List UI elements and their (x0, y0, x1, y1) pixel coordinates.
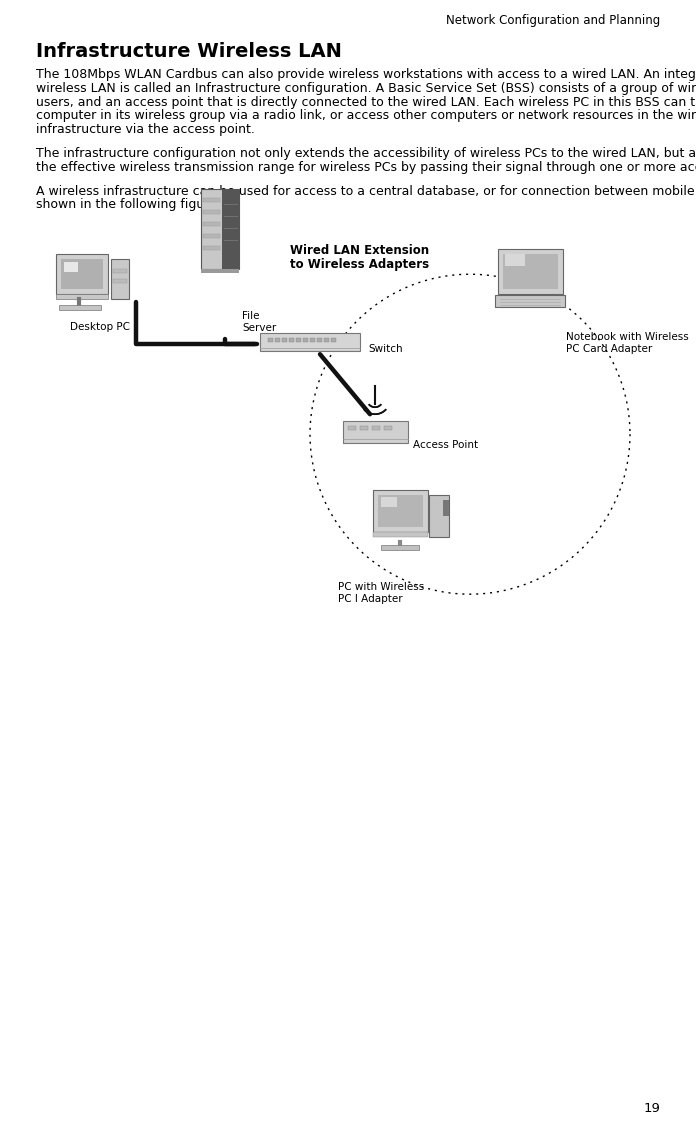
Bar (59, 305, 101, 310)
Bar (296, 338, 301, 343)
Text: the effective wireless transmission range for wireless PCs by passing their sign: the effective wireless transmission rang… (36, 161, 696, 174)
Text: PC I Adapter: PC I Adapter (338, 594, 402, 604)
Bar (348, 426, 356, 430)
Bar (381, 545, 419, 550)
Bar (113, 279, 127, 283)
Bar (203, 222, 220, 226)
Bar (503, 254, 558, 290)
Text: Notebook with Wireless: Notebook with Wireless (566, 333, 689, 343)
Bar (203, 198, 220, 202)
Bar (282, 338, 287, 343)
Bar (111, 259, 129, 300)
Bar (373, 533, 428, 537)
Bar (61, 259, 103, 290)
Text: The 108Mbps WLAN Cardbus can also provide wireless workstations with access to a: The 108Mbps WLAN Cardbus can also provid… (36, 68, 696, 81)
Text: users, and an access point that is directly connected to the wired LAN. Each wir: users, and an access point that is direc… (36, 96, 696, 109)
Bar (360, 426, 368, 430)
Bar (201, 189, 239, 269)
Bar (203, 210, 220, 214)
Bar (56, 254, 108, 294)
Text: Infrastructure Wireless LAN: Infrastructure Wireless LAN (36, 42, 342, 61)
Bar (113, 269, 127, 274)
Bar (56, 294, 108, 300)
Bar (498, 249, 563, 294)
Bar (222, 189, 239, 269)
Text: PC with Wireless: PC with Wireless (338, 582, 425, 593)
Bar (381, 498, 397, 507)
Bar (303, 338, 308, 343)
Text: Access Point: Access Point (413, 440, 478, 450)
Bar (310, 338, 315, 343)
Text: to Wireless Adapters: to Wireless Adapters (290, 258, 429, 271)
Bar (443, 500, 449, 516)
Bar (317, 338, 322, 343)
Text: File: File (242, 311, 260, 321)
Text: Switch: Switch (368, 344, 402, 354)
Bar (268, 338, 273, 343)
Text: Wired LAN Extension: Wired LAN Extension (290, 244, 429, 257)
Bar (505, 254, 525, 266)
Text: A wireless infrastructure can be used for access to a central database, or for c: A wireless infrastructure can be used fo… (36, 184, 696, 198)
Bar (372, 426, 380, 430)
Bar (429, 495, 449, 537)
Bar (378, 495, 423, 527)
Bar (201, 269, 239, 274)
Text: Network Configuration and Planning: Network Configuration and Planning (445, 14, 660, 27)
Text: 19: 19 (643, 1102, 660, 1115)
Bar (343, 421, 408, 443)
Text: computer in its wireless group via a radio link, or access other computers or ne: computer in its wireless group via a rad… (36, 110, 696, 122)
Bar (64, 262, 78, 273)
Text: Desktop PC: Desktop PC (70, 322, 130, 333)
Text: wireless LAN is called an Infrastructure configuration. A Basic Service Set (BSS: wireless LAN is called an Infrastructure… (36, 81, 696, 95)
Text: PC Card Adapter: PC Card Adapter (566, 344, 652, 354)
Bar (203, 247, 220, 250)
Bar (495, 295, 565, 308)
Bar (384, 426, 392, 430)
Bar (289, 338, 294, 343)
Bar (203, 234, 220, 239)
Bar (373, 490, 428, 533)
Bar (275, 338, 280, 343)
Bar (331, 338, 336, 343)
Text: The infrastructure configuration not only extends the accessibility of wireless : The infrastructure configuration not onl… (36, 147, 696, 159)
Text: infrastructure via the access point.: infrastructure via the access point. (36, 123, 255, 136)
Text: shown in the following figure.: shown in the following figure. (36, 198, 221, 211)
Bar (260, 334, 360, 352)
Bar (324, 338, 329, 343)
Text: Server: Server (242, 323, 276, 334)
